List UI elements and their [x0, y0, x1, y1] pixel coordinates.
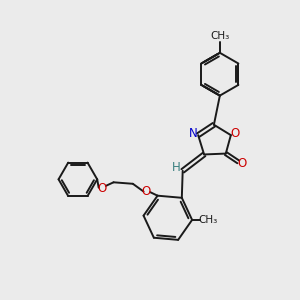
Text: H: H: [172, 161, 181, 174]
Text: CH₃: CH₃: [211, 31, 230, 41]
Text: CH₃: CH₃: [198, 215, 217, 225]
Text: O: O: [97, 182, 106, 195]
Text: O: O: [238, 158, 247, 170]
Text: N: N: [189, 127, 198, 140]
Text: O: O: [141, 185, 151, 198]
Text: O: O: [231, 127, 240, 140]
